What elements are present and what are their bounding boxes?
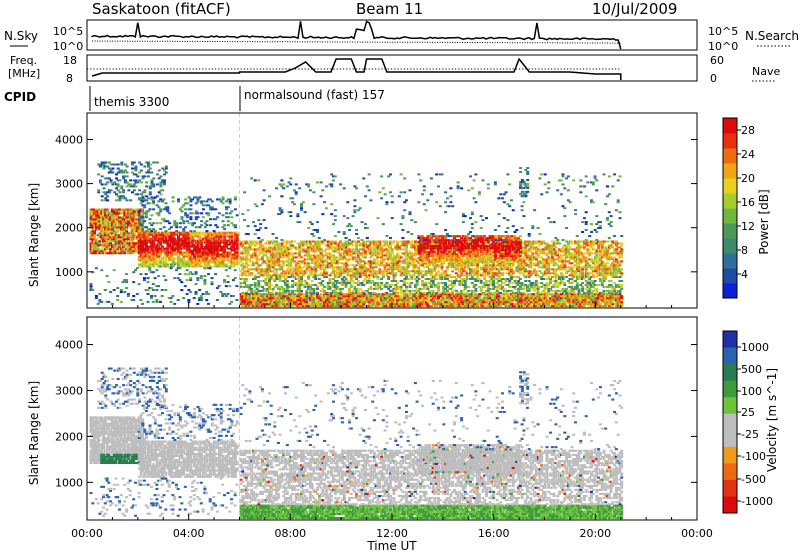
y-tick-label: 3000 — [55, 384, 83, 397]
cpid-mode-themis: themis 3300 — [94, 95, 169, 109]
nsky-tick-top: 10^5 — [53, 25, 83, 38]
cpid-panel: CPID themis 3300 normalsound (fast) 157 — [4, 86, 385, 111]
x-tick-label: 16:00 — [478, 527, 510, 540]
colorbar-swatch — [723, 133, 737, 149]
colorbar-swatch — [723, 331, 737, 348]
colorbar-tick-label: 500 — [741, 363, 762, 376]
nsky-tick-bottom: 10^0 — [53, 40, 83, 53]
freq-tick-top: 18 — [63, 54, 77, 67]
power-panel: 1000 2000 3000 4000 Slant Range [km] 4 8 12 16… — [27, 113, 771, 308]
colorbar-swatch — [723, 163, 737, 179]
colorbar-tick-label: 28 — [741, 124, 755, 137]
colorbar-tick-label: 25 — [741, 406, 755, 419]
power-colorbar-label: Power [dB] — [757, 189, 771, 254]
x-tick-label: 00:00 — [71, 527, 103, 540]
colorbar-swatch — [723, 118, 737, 134]
colorbar-swatch — [723, 430, 737, 447]
colorbar-swatch — [723, 283, 737, 299]
colorbar-tick-label: 20 — [741, 172, 755, 185]
colorbar-tick-label: 1000 — [741, 341, 769, 354]
y-tick-label: 2000 — [55, 222, 83, 235]
colorbar-tick-label: -25 — [741, 428, 759, 441]
colorbar-tick-label: -1000 — [741, 495, 773, 508]
colorbar-swatch — [723, 414, 737, 431]
colorbar-tick-label: 4 — [741, 268, 748, 281]
colorbar-tick-label: -500 — [741, 473, 766, 486]
y-tick-label: 3000 — [55, 178, 83, 191]
colorbar-swatch — [723, 364, 737, 381]
colorbar-swatch — [723, 480, 737, 497]
colorbar-tick-label: 24 — [741, 148, 755, 161]
colorbar-swatch — [723, 463, 737, 480]
colorbar-swatch — [723, 348, 737, 365]
y-tick-label: 1000 — [55, 266, 83, 279]
velocity-panel: 1000 2000 3000 4000 Slant Range [km] 1000 50… — [27, 317, 779, 520]
colorbar-swatch — [723, 397, 737, 414]
colorbar-swatch — [723, 268, 737, 284]
nsearch-tick-top: 10^5 — [708, 25, 738, 38]
x-tick-label: 08:00 — [274, 527, 306, 540]
colorbar-tick-label: 16 — [741, 196, 755, 209]
colorbar-swatch — [723, 208, 737, 224]
cpid-mode-normalsound: normalsound (fast) 157 — [244, 88, 385, 102]
colorbar-swatch — [723, 238, 737, 254]
nsky-panel: N.Sky 10^5 10^0 10^5 10^0 N.Search — [4, 20, 799, 53]
velocity-data-cells — [90, 317, 624, 520]
colorbar-swatch — [723, 381, 737, 398]
colorbar-tick-label: 8 — [741, 244, 748, 257]
colorbar-swatch — [723, 253, 737, 269]
y-tick-label: 1000 — [55, 476, 83, 489]
nave-label: Nave — [752, 65, 780, 78]
colorbar-tick-label: 12 — [741, 220, 755, 233]
colorbar-swatch — [723, 178, 737, 194]
beam-title: Beam 11 — [356, 0, 423, 18]
colorbar-swatch — [723, 223, 737, 239]
freq-panel: Freq. [MHz] 18 8 60 0 Nave — [8, 54, 780, 85]
colorbar-swatch — [723, 148, 737, 164]
nsearch-tick-bottom: 10^0 — [708, 40, 738, 53]
nsky-series-line — [92, 21, 621, 49]
power-ylabel: Slant Range [km] — [27, 183, 41, 287]
colorbar-swatch — [723, 193, 737, 209]
freq-tick-bottom: 8 — [66, 72, 73, 85]
x-tick-label: 20:00 — [579, 527, 611, 540]
freq-unit: [MHz] — [8, 67, 40, 80]
y-tick-label: 4000 — [55, 339, 83, 352]
y-tick-label: 4000 — [55, 133, 83, 146]
x-tick-label: 00:00 — [681, 527, 713, 540]
x-tick-label: 04:00 — [173, 527, 205, 540]
nsearch-label: N.Search — [745, 29, 799, 43]
velocity-colorbar-label: Velocity [m s^-1] — [765, 368, 779, 472]
velocity-ylabel: Slant Range [km] — [27, 381, 41, 485]
station-title: Saskatoon (fitACF) — [92, 0, 231, 18]
nsky-label: N.Sky — [4, 29, 38, 43]
colorbar-tick-label: 100 — [741, 385, 762, 398]
power-colorbar: 4 8 12 16 20 24 28 — [723, 118, 755, 299]
colorbar-swatch — [723, 497, 737, 514]
y-tick-label: 2000 — [55, 430, 83, 443]
power-data-cells — [90, 113, 624, 308]
colorbar-tick-label: -100 — [741, 450, 766, 463]
freq-label: Freq. — [10, 54, 37, 67]
nave-tick-bottom: 0 — [710, 72, 717, 85]
colorbar-swatch — [723, 447, 737, 464]
x-axis-label: Time UT — [366, 539, 417, 553]
date-title: 10/Jul/2009 — [592, 0, 677, 18]
cpid-label: CPID — [4, 90, 36, 104]
nave-tick-top: 60 — [710, 54, 724, 67]
nsearch-series-line — [92, 41, 621, 43]
